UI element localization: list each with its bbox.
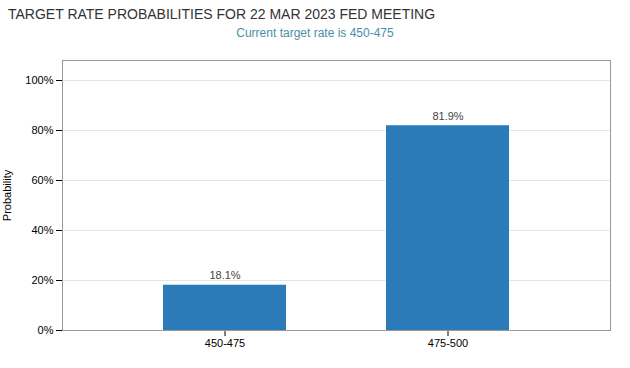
svg-text:Probability: Probability [1,169,13,221]
svg-text:0%: 0% [38,324,54,336]
svg-text:81.9%: 81.9% [432,110,463,122]
svg-text:60%: 60% [31,174,53,186]
html-text:Current target rate is 450-475: Current target rate is 450-475 [236,26,394,40]
html-text:TARGET RATE PROBABILITIES FOR: TARGET RATE PROBABILITIES FOR 22 MAR 202… [8,6,436,22]
svg-text:80%: 80% [31,124,53,136]
svg-text:450-475: 450-475 [205,337,245,349]
svg-text:20%: 20% [31,274,53,286]
svg-text:100%: 100% [25,74,53,86]
svg-text:18.1%: 18.1% [209,269,240,281]
svg-text:475-500: 475-500 [428,337,468,349]
svg-text:40%: 40% [31,224,53,236]
